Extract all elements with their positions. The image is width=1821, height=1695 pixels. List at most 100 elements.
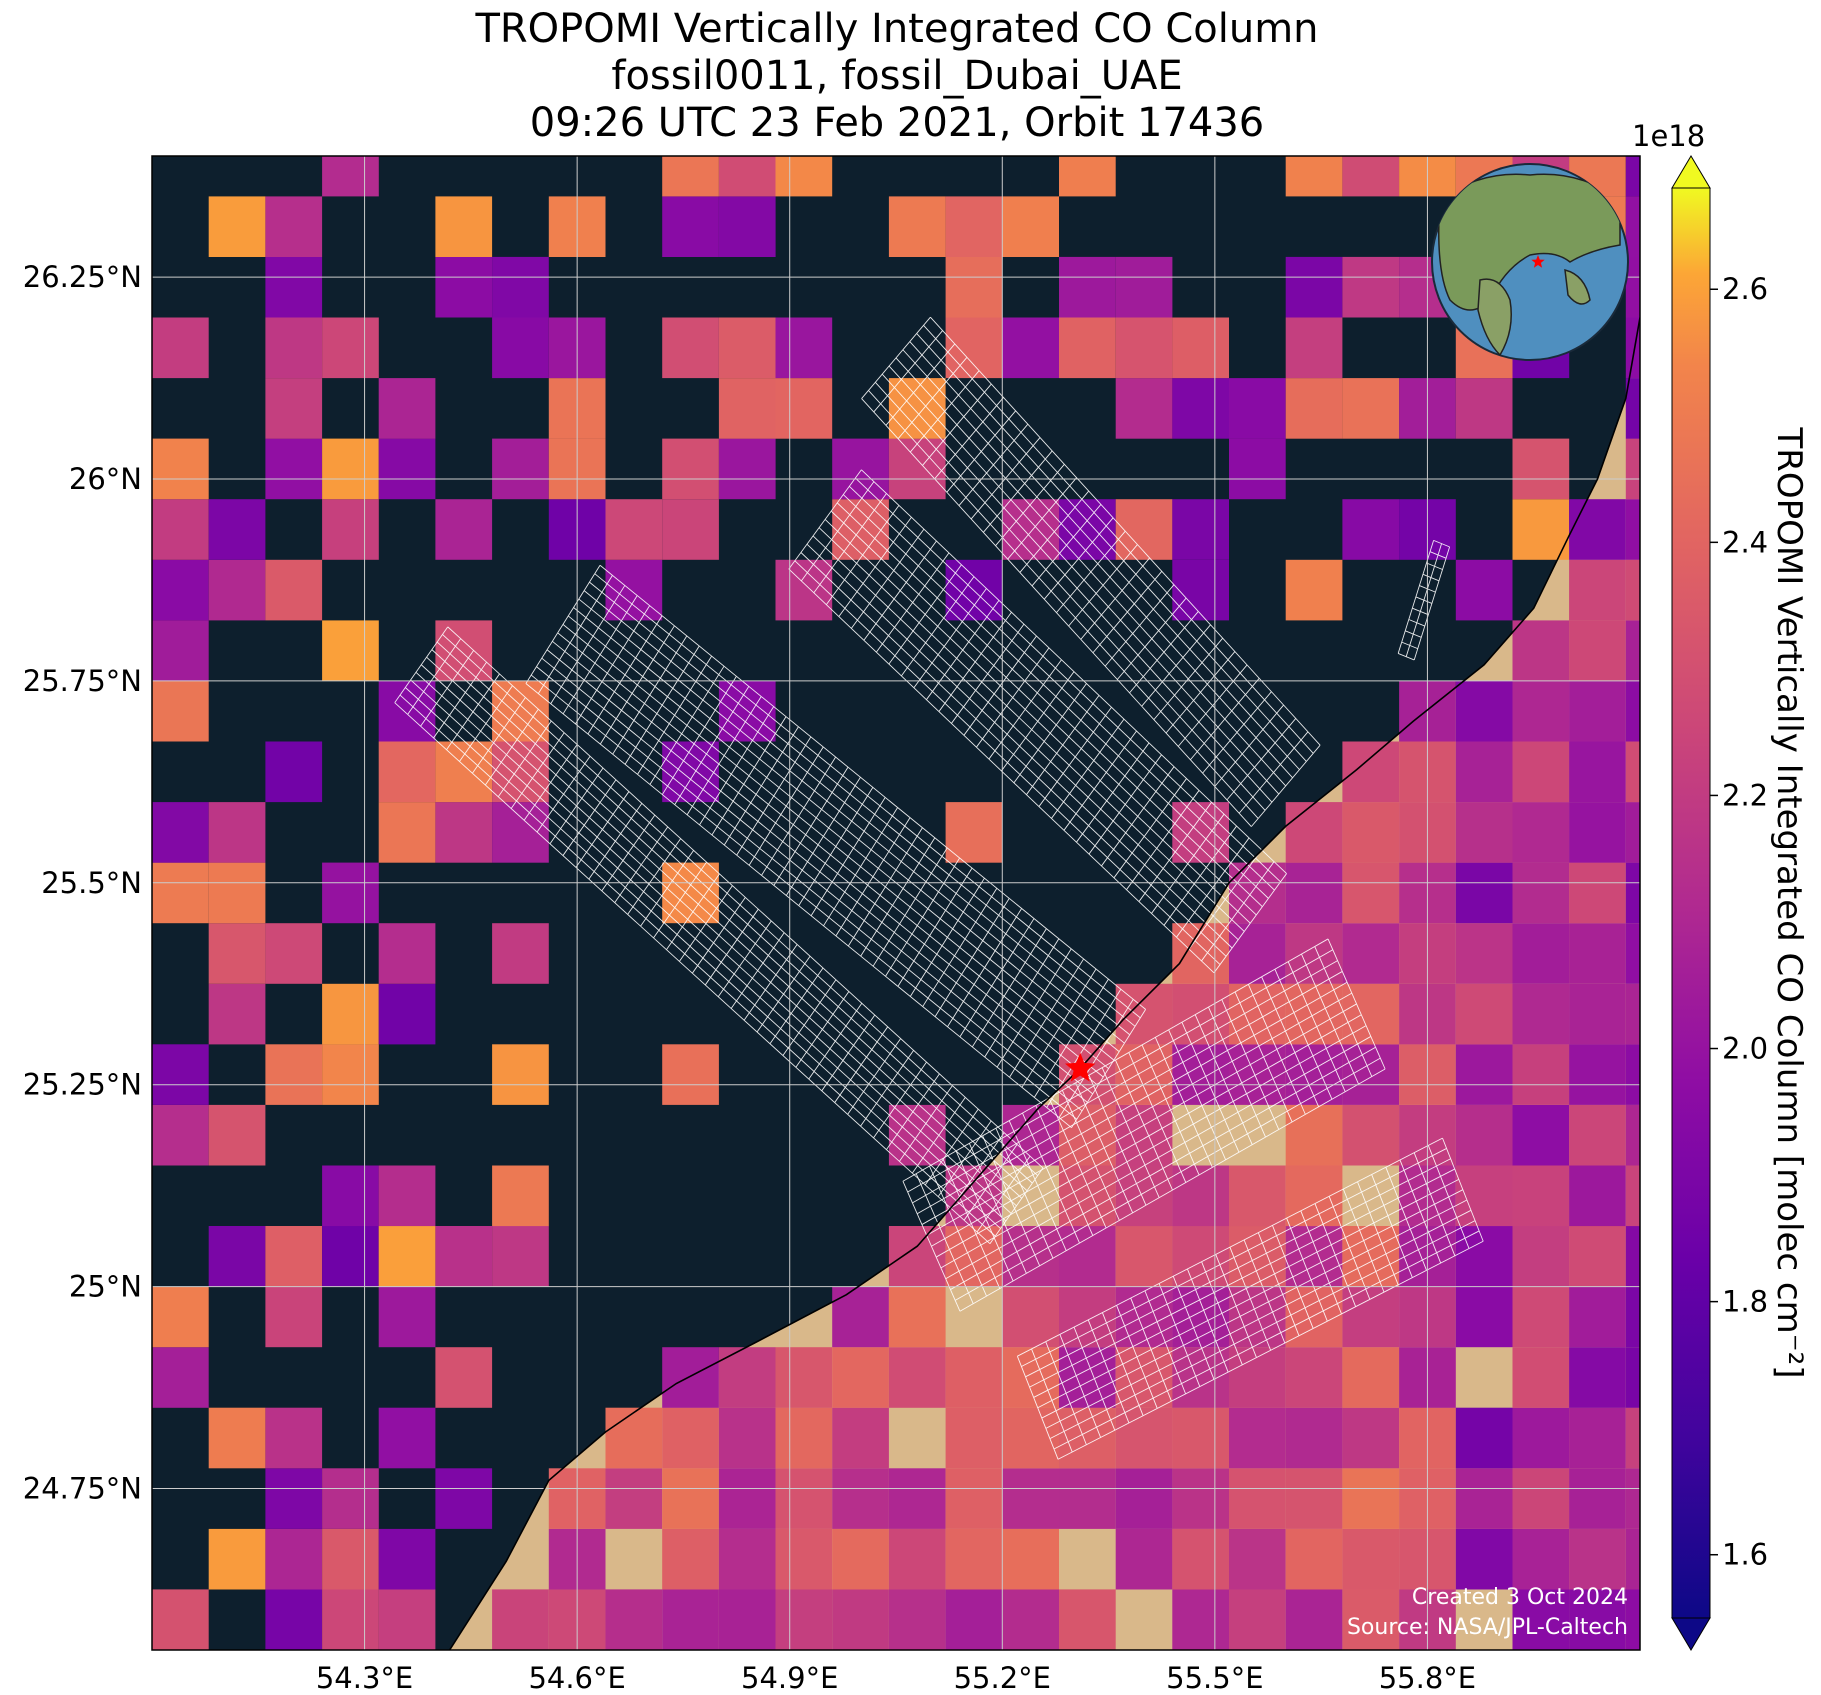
co-pixel	[322, 862, 379, 924]
co-pixel	[378, 1165, 436, 1227]
co-pixel	[1229, 438, 1286, 500]
co-pixel	[1569, 983, 1626, 1045]
co-pixel	[718, 156, 776, 197]
co-pixel	[945, 256, 1003, 318]
co-pixel	[265, 1468, 323, 1529]
co-pixel	[1512, 620, 1570, 681]
co-pixel	[1115, 1468, 1173, 1529]
co-pixel	[1059, 1407, 1116, 1469]
co-pixel	[378, 923, 436, 984]
co-pixel	[1625, 156, 1640, 197]
co-pixel	[492, 1044, 549, 1105]
co-pixel	[492, 256, 549, 318]
co-pixel	[1285, 1468, 1343, 1529]
co-pixel	[1625, 1407, 1640, 1469]
co-pixel	[1172, 802, 1229, 863]
co-pixel	[1625, 983, 1640, 1045]
co-pixel	[1285, 317, 1343, 379]
source-note: Source: NASA/JPL-Caltech	[1347, 1615, 1628, 1640]
footprint-swath	[525, 564, 1147, 1129]
co-pixel	[492, 317, 549, 379]
co-pixel	[1115, 317, 1173, 379]
co-pixel	[152, 802, 209, 863]
co-pixel	[775, 156, 833, 197]
co-pixel	[1285, 256, 1343, 318]
co-pixel	[662, 438, 719, 500]
co-pixel	[1002, 1347, 1059, 1408]
co-pixel	[775, 559, 833, 621]
co-pixel	[265, 1286, 323, 1348]
co-pixel	[322, 438, 379, 500]
co-pixel	[435, 1226, 493, 1287]
co-pixel	[1512, 1528, 1570, 1590]
colorbar-tick-label: 2.4	[1722, 525, 1768, 559]
co-pixel	[152, 499, 209, 560]
co-pixel	[1059, 256, 1116, 318]
co-pixel	[1455, 1104, 1513, 1166]
co-pixel	[265, 923, 323, 984]
co-pixel	[1455, 1286, 1513, 1348]
footprint-swath	[1397, 539, 1451, 661]
co-pixel	[832, 1468, 889, 1529]
co-pixel	[718, 1589, 776, 1650]
co-pixel	[1569, 1528, 1626, 1590]
co-pixel	[152, 317, 209, 379]
co-pixel	[1285, 1528, 1343, 1590]
latitude-tick-labels: 26.25°N 26°N 25.75°N 25.5°N 25.25°N 25°N 24.75…	[23, 260, 142, 1505]
co-pixel	[1285, 1165, 1343, 1227]
co-pixel	[662, 156, 719, 197]
co-pixel	[1625, 378, 1640, 439]
co-pixel	[1512, 1407, 1570, 1469]
co-pixel	[1002, 1468, 1059, 1529]
longitude-tick-labels: 54.3°E 54.6°E 54.9°E 55.2°E 55.5°E 55.8°E	[316, 1661, 1476, 1695]
colorbar-tick-label: 1.6	[1722, 1538, 1768, 1572]
co-pixel	[1455, 802, 1513, 863]
co-pixel	[1512, 1165, 1570, 1227]
footer-notes: Created 3 Oct 2024 Source: NASA/JPL-Calt…	[1347, 1585, 1628, 1640]
co-pixel	[718, 438, 776, 500]
coastline	[448, 317, 1640, 1650]
co-pixel	[1285, 1407, 1343, 1469]
footprint-swath	[394, 626, 1044, 1245]
co-pixel	[1569, 802, 1626, 863]
co-pixel	[378, 741, 436, 803]
co-pixel	[1569, 1589, 1626, 1650]
co-pixel	[1115, 983, 1173, 1045]
co-pixel	[1342, 862, 1400, 924]
co-pixel	[945, 1589, 1003, 1650]
co-pixel	[265, 1589, 323, 1650]
co-pixel	[1229, 923, 1286, 984]
co-pixel	[1059, 156, 1116, 197]
co-pixel	[378, 802, 436, 863]
co-pixel	[1569, 499, 1626, 560]
co-pixel	[1569, 680, 1626, 742]
co-pixel	[1569, 1407, 1626, 1469]
map-title: TROPOMI Vertically Integrated CO Column …	[152, 6, 1642, 147]
co-pixel	[1342, 1528, 1400, 1590]
co-pixel	[1512, 862, 1570, 924]
co-pixel	[1625, 499, 1640, 560]
co-pixel	[1172, 1347, 1229, 1408]
co-pixel	[1625, 923, 1640, 984]
co-pixel	[1172, 317, 1229, 379]
co-pixel	[1625, 862, 1640, 924]
co-pixel	[322, 1165, 379, 1227]
co-pixel	[775, 1407, 833, 1469]
co-pixel	[775, 317, 833, 379]
co-pixel	[718, 1468, 776, 1529]
co-pixel	[1625, 680, 1640, 742]
co-pixel	[662, 1347, 719, 1408]
co-pixel	[1625, 256, 1640, 318]
co-pixel	[662, 317, 719, 379]
co-pixel	[152, 559, 209, 621]
co-pixel	[1569, 1286, 1626, 1348]
co-pixel	[1625, 1226, 1640, 1287]
co-pixel	[1455, 923, 1513, 984]
colorbar-ticks: 1.6 1.8 2.0 2.2 2.4 2.6	[1710, 272, 1768, 1572]
lat-tick-label: 25°N	[69, 1270, 142, 1304]
co-pixel	[1625, 620, 1640, 681]
co-pixel	[1625, 802, 1640, 863]
co-pixel	[832, 1589, 889, 1650]
colorbar-multiplier: 1e18	[1632, 119, 1705, 153]
co-pixel	[1229, 983, 1286, 1045]
